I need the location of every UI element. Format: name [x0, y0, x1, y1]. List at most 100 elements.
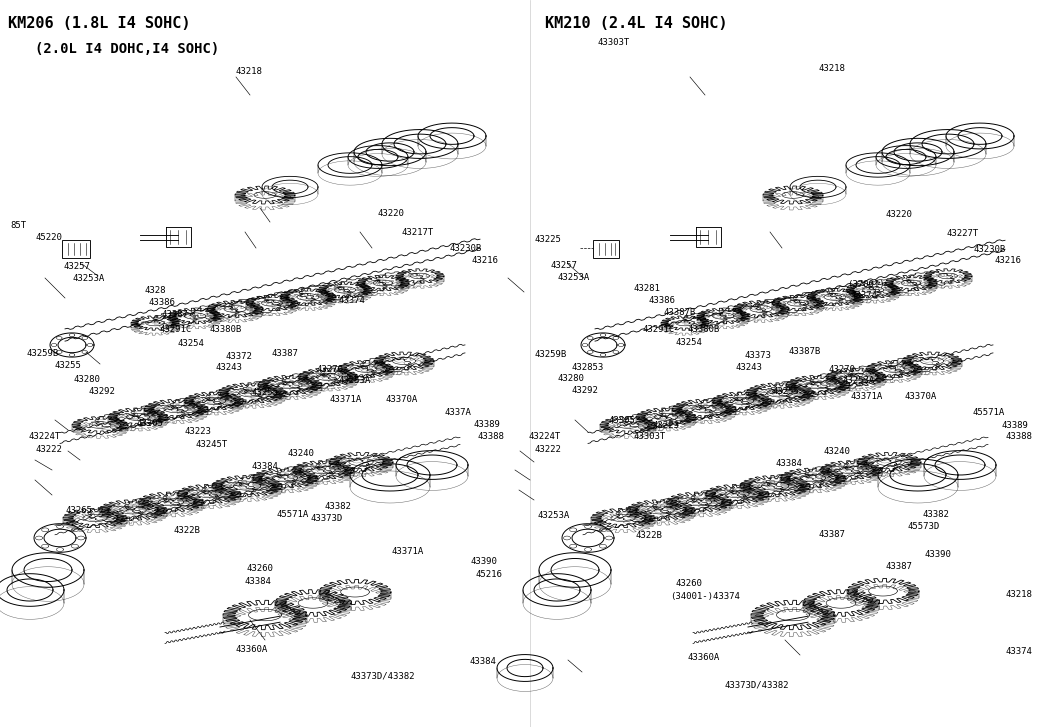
- Text: 43280: 43280: [557, 374, 584, 382]
- Text: 43257: 43257: [64, 262, 90, 271]
- Text: 45571A: 45571A: [973, 408, 1005, 417]
- Text: 43224T: 43224T: [29, 433, 61, 441]
- Text: 43260: 43260: [675, 579, 702, 587]
- Text: 43387B: 43387B: [663, 308, 695, 317]
- Text: 43374: 43374: [338, 296, 365, 305]
- Text: (37001): (37001): [847, 280, 884, 289]
- Text: 43373D/43382: 43373D/43382: [351, 672, 416, 680]
- Text: 45573D: 45573D: [908, 522, 940, 531]
- Text: 43386: 43386: [648, 296, 675, 305]
- Text: 43265: 43265: [66, 506, 92, 515]
- Text: KM210 (2.4L I4 SOHC): KM210 (2.4L I4 SOHC): [545, 16, 727, 31]
- Text: 43303T: 43303T: [634, 433, 665, 441]
- Text: 43255: 43255: [252, 388, 279, 397]
- Text: 43372: 43372: [225, 352, 252, 361]
- Text: 43223: 43223: [653, 421, 679, 430]
- Text: 43292: 43292: [88, 387, 115, 396]
- Text: 85T: 85T: [11, 221, 27, 230]
- Text: 43253A: 43253A: [72, 274, 104, 283]
- Text: 43270: 43270: [828, 365, 855, 374]
- Text: (34001-)43374: (34001-)43374: [670, 592, 740, 601]
- Text: 43388: 43388: [477, 433, 504, 441]
- Text: 43222: 43222: [35, 445, 62, 454]
- Text: 43384: 43384: [244, 577, 271, 586]
- Text: 43374: 43374: [850, 292, 877, 300]
- Text: 43387: 43387: [819, 530, 845, 539]
- Text: 43243: 43243: [736, 363, 762, 371]
- Text: 43218: 43218: [236, 67, 263, 76]
- Text: 45216: 45216: [475, 570, 502, 579]
- Text: 43382: 43382: [324, 502, 351, 511]
- Text: 45220: 45220: [35, 233, 62, 242]
- Text: 43230B: 43230B: [974, 245, 1006, 254]
- Text: 43384: 43384: [776, 459, 803, 467]
- Text: 43254: 43254: [178, 339, 204, 348]
- Text: 43259B: 43259B: [535, 350, 567, 359]
- Text: 43384: 43384: [470, 657, 496, 666]
- Text: 43371A: 43371A: [330, 395, 361, 404]
- Text: 43380B: 43380B: [688, 325, 720, 334]
- Text: 43387B: 43387B: [789, 348, 821, 356]
- Text: 43253A: 43253A: [538, 511, 570, 520]
- Text: 43291C: 43291C: [159, 325, 191, 334]
- Text: 43216: 43216: [995, 257, 1022, 265]
- Text: 43222: 43222: [535, 445, 561, 454]
- Text: 43253A: 43253A: [338, 377, 370, 385]
- Text: 43245T: 43245T: [196, 440, 227, 449]
- Text: 43380B: 43380B: [209, 325, 241, 334]
- Text: 43387: 43387: [885, 562, 912, 571]
- Text: 432853: 432853: [572, 364, 604, 372]
- Text: KM206 (1.8L I4 SOHC): KM206 (1.8L I4 SOHC): [9, 16, 190, 31]
- Text: 43220: 43220: [377, 209, 404, 218]
- Text: 43371A: 43371A: [850, 393, 882, 401]
- Text: 43388: 43388: [1006, 433, 1032, 441]
- Text: 43305: 43305: [136, 419, 163, 427]
- Text: 43305: 43305: [608, 416, 635, 425]
- Text: 43281: 43281: [634, 284, 660, 293]
- Text: 43224T: 43224T: [528, 433, 560, 441]
- Text: 43280: 43280: [73, 375, 100, 384]
- Text: 43291C: 43291C: [642, 325, 674, 334]
- Text: 4328: 4328: [145, 286, 166, 295]
- Text: 43227T: 43227T: [946, 229, 978, 238]
- Text: 4322B: 4322B: [173, 526, 200, 535]
- Text: 43360A: 43360A: [236, 645, 268, 654]
- Text: 43387: 43387: [271, 349, 298, 358]
- Text: 43384: 43384: [252, 462, 279, 470]
- Text: 43373: 43373: [744, 351, 771, 360]
- Text: 43257: 43257: [551, 261, 577, 270]
- Text: 43303T: 43303T: [597, 38, 629, 47]
- Text: 43230B: 43230B: [450, 244, 482, 253]
- Text: 4322B: 4322B: [636, 531, 662, 539]
- Text: 43370A: 43370A: [386, 395, 418, 404]
- Text: (2.0L I4 DOHC,I4 SOHC): (2.0L I4 DOHC,I4 SOHC): [35, 42, 219, 56]
- Text: 43386: 43386: [149, 298, 175, 307]
- Text: 43387: 43387: [162, 310, 188, 318]
- Text: 43360A: 43360A: [688, 653, 720, 662]
- Text: 43292: 43292: [572, 386, 598, 395]
- Text: 43374: 43374: [1006, 647, 1032, 656]
- Text: 43371A: 43371A: [391, 547, 423, 555]
- Text: 43389: 43389: [1001, 421, 1028, 430]
- Text: 43254: 43254: [675, 338, 702, 347]
- Text: 45571A: 45571A: [276, 510, 308, 519]
- Text: 43240: 43240: [287, 449, 314, 458]
- Text: 43370A: 43370A: [905, 393, 937, 401]
- Text: 43216: 43216: [472, 256, 499, 265]
- Text: 43390: 43390: [471, 558, 497, 566]
- Text: 43373D: 43373D: [310, 514, 342, 523]
- Text: 43255: 43255: [54, 361, 81, 370]
- Text: 43389: 43389: [473, 420, 500, 429]
- Text: 43223: 43223: [185, 427, 212, 436]
- Text: 43243: 43243: [216, 363, 242, 371]
- Text: 43253A: 43253A: [843, 377, 875, 385]
- Text: 43240: 43240: [824, 447, 850, 456]
- Text: 43218: 43218: [1006, 590, 1032, 599]
- Text: 43373D/43382: 43373D/43382: [725, 680, 790, 689]
- Text: 4337A: 4337A: [444, 408, 471, 417]
- Text: 43390: 43390: [925, 550, 951, 559]
- Text: 43259B: 43259B: [27, 349, 58, 358]
- Text: 43225: 43225: [535, 236, 561, 244]
- Text: 43217T: 43217T: [402, 228, 434, 237]
- Text: 43220: 43220: [885, 210, 912, 219]
